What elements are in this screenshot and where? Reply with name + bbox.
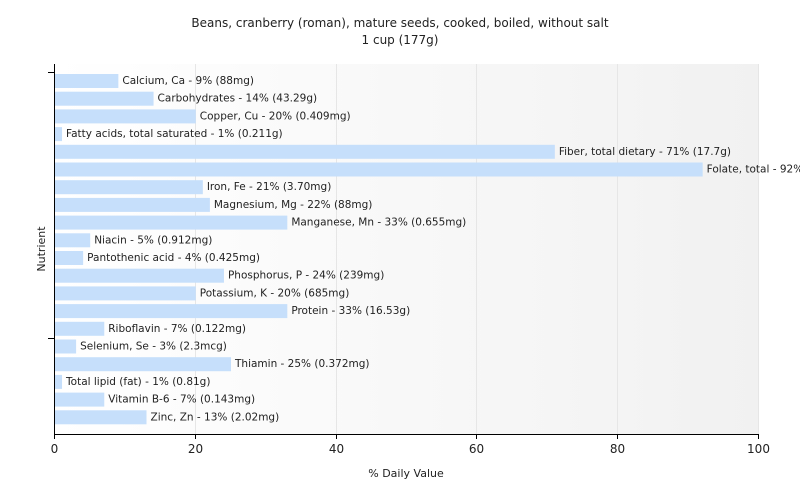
bar-label-16: Thiamin - 25% (0.372mg) — [234, 358, 370, 370]
bar-label-18: Vitamin B-6 - 7% (0.143mg) — [108, 394, 255, 406]
x-tick-label-0: 0 — [51, 442, 59, 456]
x-tick-label-3: 60 — [469, 442, 484, 456]
bar-1 — [55, 91, 154, 106]
bar-16 — [55, 357, 231, 372]
bar-19 — [55, 410, 147, 425]
bar-5 — [55, 162, 703, 177]
bar-18 — [55, 392, 105, 407]
bar-13 — [55, 304, 288, 319]
bar-12 — [55, 286, 196, 301]
bars: Calcium, Ca - 9% (88mg) Carbohydrates - 1… — [55, 74, 800, 425]
bar-label-11: Phosphorus, P - 24% (239mg) — [228, 270, 384, 282]
bar-label-13: Protein - 33% (16.53g) — [291, 305, 410, 317]
bar-15 — [55, 339, 77, 354]
bar-label-17: Total lipid (fat) - 1% (0.81g) — [65, 376, 210, 388]
x-tick-label-2: 40 — [329, 442, 344, 456]
bar-label-3: Fatty acids, total saturated - 1% (0.211… — [66, 128, 283, 140]
x-tick-label-5: 100 — [747, 442, 770, 456]
bar-label-0: Calcium, Ca - 9% (88mg) — [122, 75, 254, 87]
bar-label-7: Magnesium, Mg - 22% (88mg) — [214, 199, 373, 211]
bar-label-15: Selenium, Se - 3% (2.3mcg) — [80, 341, 227, 353]
bar-17 — [55, 374, 63, 389]
axes: 0 20 40 60 80 100 — [48, 64, 770, 456]
bar-label-1: Carbohydrates - 14% (43.29g) — [158, 93, 318, 105]
bar-label-4: Fiber, total dietary - 71% (17.7g) — [559, 146, 731, 158]
x-tick-label-4: 80 — [610, 442, 625, 456]
bar-label-8: Manganese, Mn - 33% (0.655mg) — [291, 217, 466, 229]
x-tick-label-1: 20 — [188, 442, 203, 456]
bar-3 — [55, 127, 63, 142]
bar-0 — [55, 74, 119, 88]
y-axis-title: Nutrient — [35, 226, 48, 272]
bar-label-10: Pantothenic acid - 4% (0.425mg) — [87, 252, 260, 264]
bar-6 — [55, 180, 203, 195]
chart-title-text: Beans, cranberry (roman), mature seeds, … — [191, 16, 609, 30]
grid-lines — [195, 64, 759, 434]
bar-label-9: Niacin - 5% (0.912mg) — [94, 234, 212, 246]
bar-label-6: Iron, Fe - 21% (3.70mg) — [207, 181, 331, 193]
bar-label-14: Riboflavin - 7% (0.122mg) — [108, 323, 246, 335]
bar-11 — [55, 268, 224, 283]
bar-label-12: Potassium, K - 20% (685mg) — [200, 287, 350, 299]
bar-4 — [55, 144, 555, 159]
bar-10 — [55, 251, 84, 265]
bar-label-2: Copper, Cu - 20% (0.409mg) — [200, 110, 351, 122]
bar-9 — [55, 233, 91, 248]
bar-label-19: Zinc, Zn - 13% (2.02mg) — [151, 411, 280, 423]
x-axis-title: % Daily Value — [368, 467, 444, 480]
plot-background — [54, 64, 758, 434]
bar-2 — [55, 109, 196, 124]
chart-subtitle: 1 cup (177g) — [361, 33, 439, 47]
bar-8 — [55, 215, 288, 230]
bar-14 — [55, 321, 105, 336]
chart-title: Beans, cranberry (roman), mature seeds, … — [0, 15, 800, 49]
bar-label-5: Folate, total - 92% (366mcg) — [707, 164, 800, 176]
bar-7 — [55, 197, 210, 212]
